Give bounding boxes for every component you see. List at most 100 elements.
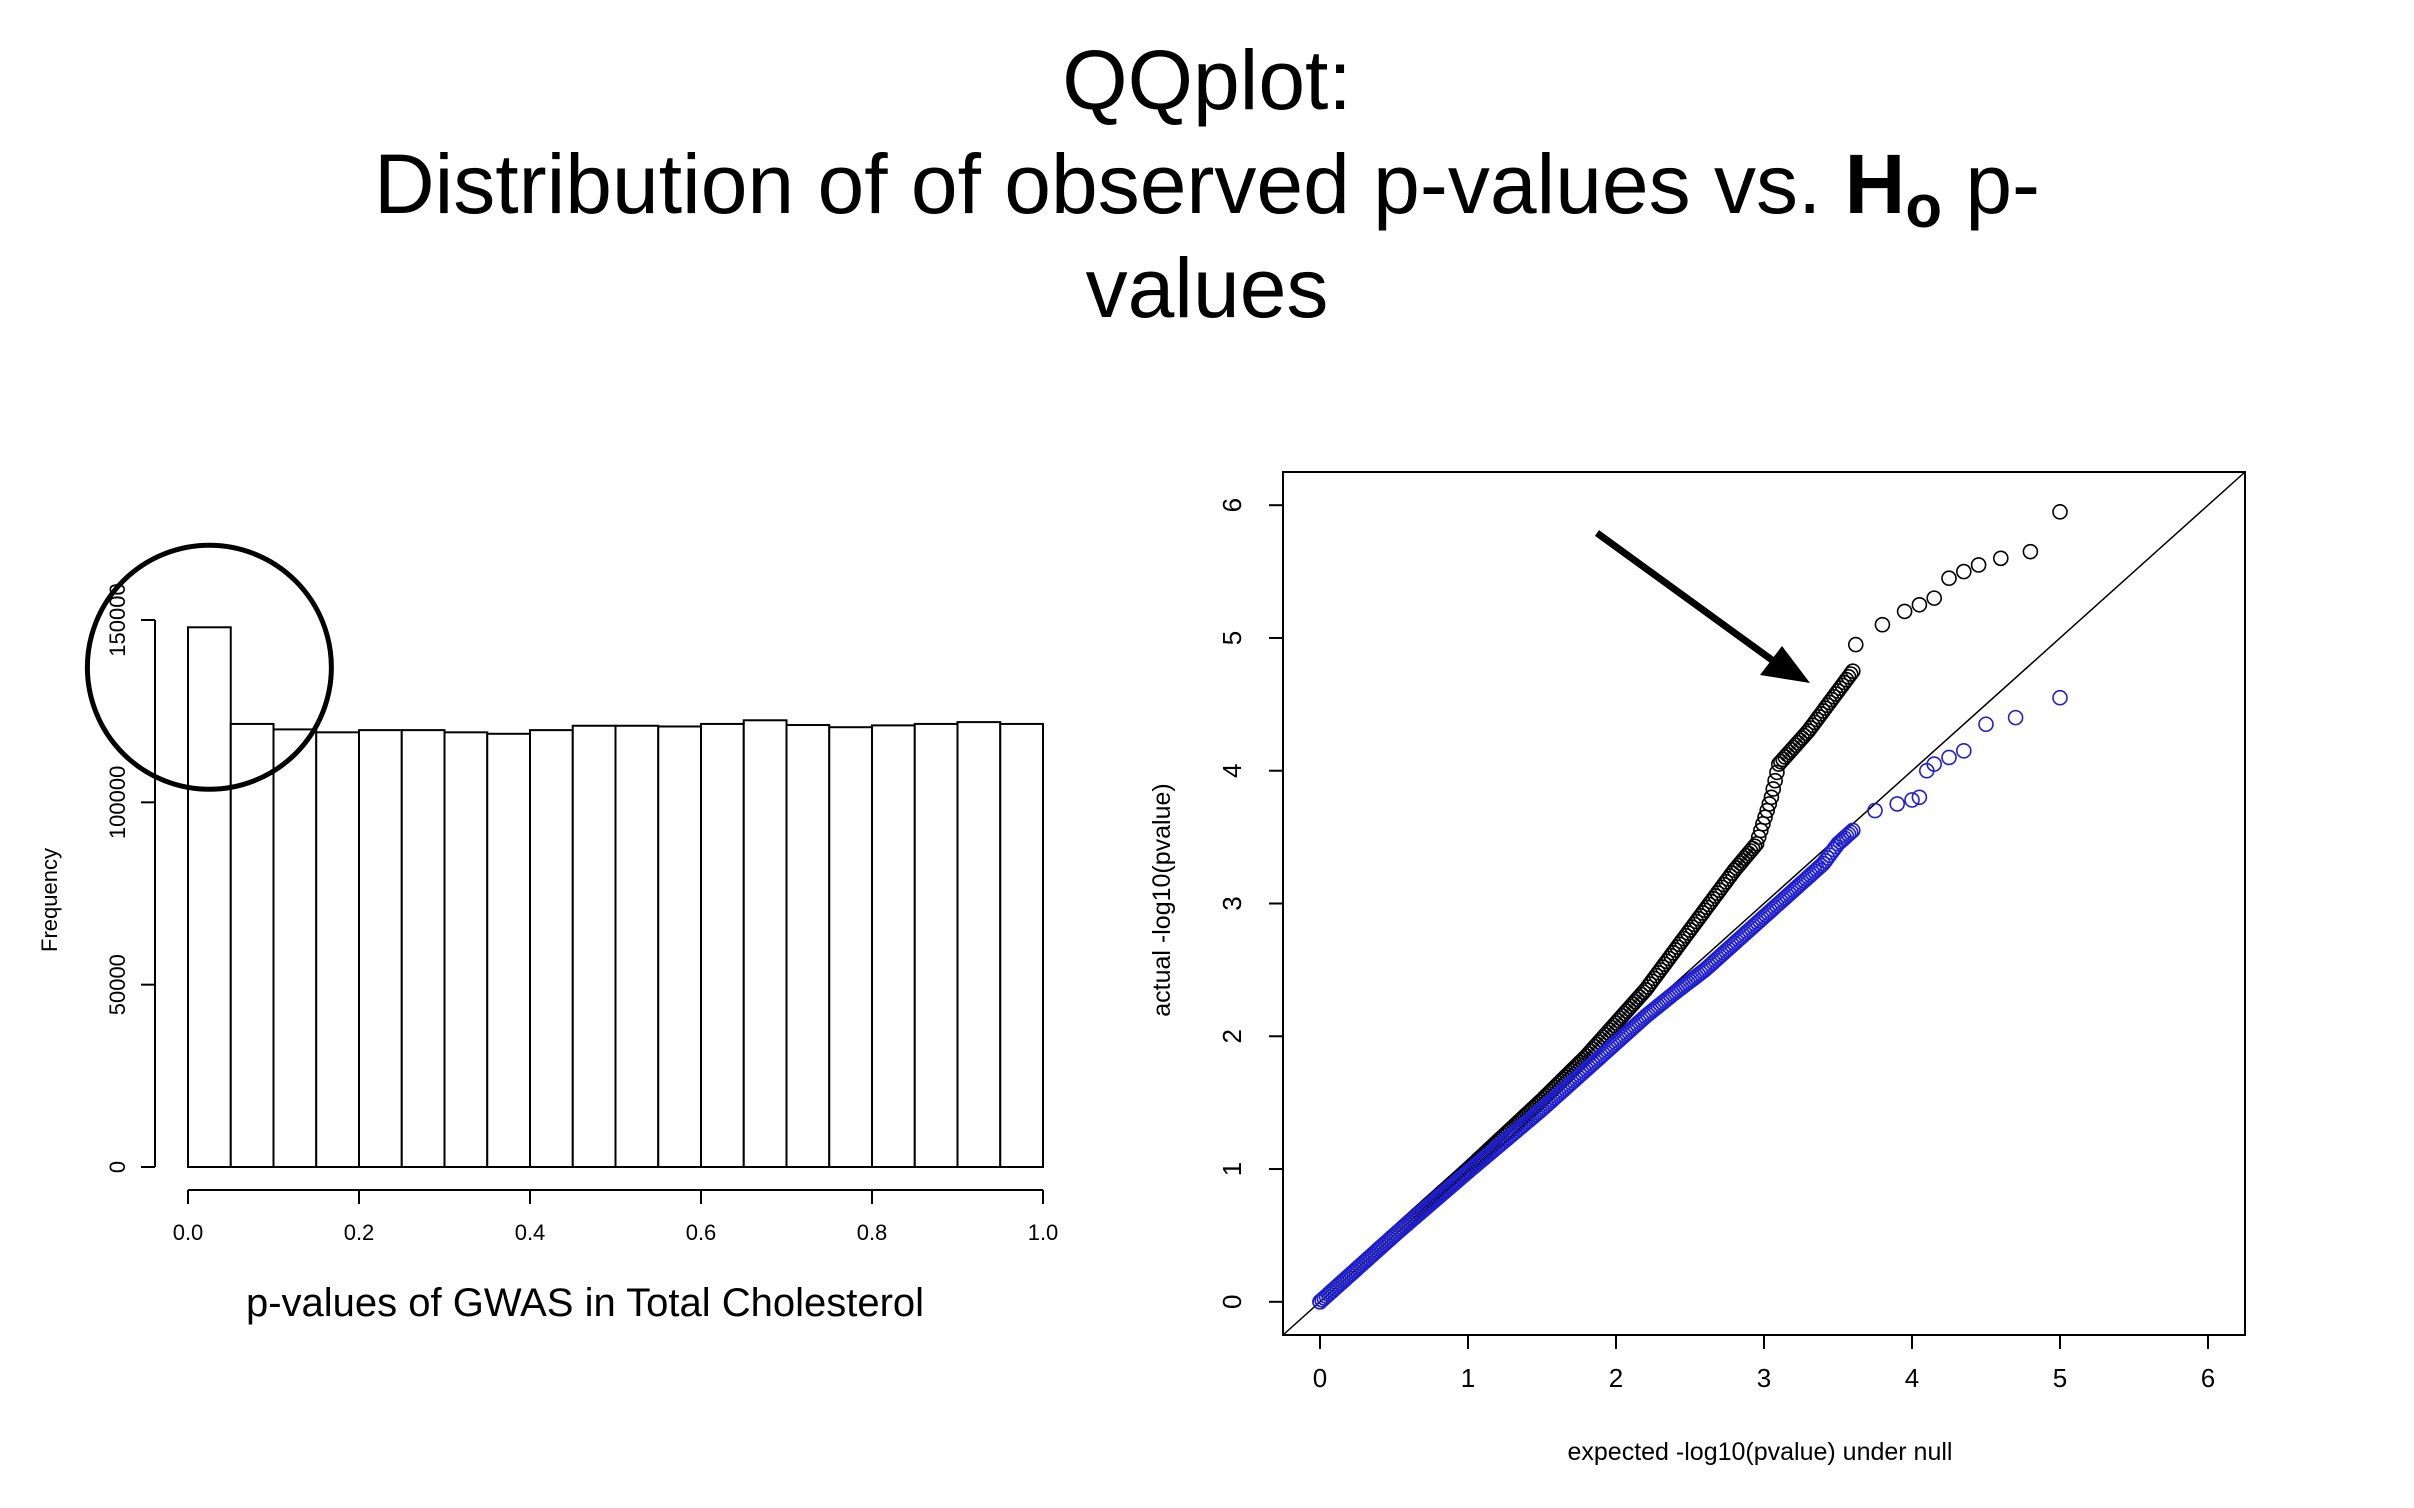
histogram-bar — [229, 722, 275, 1168]
qq-point — [1941, 749, 1957, 766]
title-line-2-suffix: p- — [1942, 137, 2041, 231]
qq-x-tick-label: 6 — [2201, 1363, 2215, 1393]
qq-x-tick-label: 1 — [1461, 1363, 1475, 1393]
histogram-bar — [529, 729, 574, 1168]
title-line-1: QQplot: — [1062, 33, 1352, 127]
histogram-x-ticks: 0.0 0.2 0.4 0.6 0.8 1.0 — [173, 1190, 1059, 1245]
histogram-x-tick-label: 0.8 — [857, 1220, 888, 1245]
histogram-x-tick-label: 0.6 — [686, 1220, 717, 1245]
annotation-circle — [84, 542, 334, 792]
histogram-bar — [700, 722, 745, 1168]
qq-y-tick-label: 0 — [1217, 1295, 1247, 1309]
histogram-bar — [443, 731, 489, 1168]
qq-point — [2052, 504, 2068, 520]
qq-plot-chart: 0 1 2 3 4 5 6 0 1 2 3 4 5 6 expected -log10(pvalue) … — [1148, 471, 2246, 1466]
qq-point — [1746, 838, 1763, 854]
qq-point — [1956, 563, 1972, 580]
qq-y-tick-label: 2 — [1217, 1029, 1247, 1043]
qq-y-tick-label: 5 — [1217, 631, 1247, 645]
histogram-y-tick-label: 100000 — [105, 766, 130, 839]
histogram-y-tick-label: 50000 — [105, 954, 130, 1015]
histogram-bar — [272, 728, 318, 1169]
qq-x-tick-label: 2 — [1609, 1363, 1623, 1393]
qq-y-tick-label: 1 — [1217, 1162, 1247, 1176]
histogram-y-tick-label: 0 — [105, 1161, 130, 1173]
histogram-x-tick-label: 0.4 — [515, 1220, 546, 1245]
qq-y-tick-label: 4 — [1217, 763, 1247, 777]
qq-points — [1312, 504, 2068, 1310]
histogram-bar — [913, 722, 959, 1168]
qq-point — [2007, 709, 2024, 726]
title-h0-subscript: o — [1905, 173, 1942, 240]
qq-series-1 — [1312, 504, 2068, 1310]
qq-x-tick-label: 0 — [1313, 1363, 1327, 1393]
histogram-bar — [956, 721, 1002, 1169]
annotation-arrow — [1594, 530, 1810, 683]
qq-point — [1761, 796, 1778, 812]
histogram-x-label: p-values of GWAS in Total Cholesterol — [246, 1281, 924, 1325]
qq-point — [1842, 666, 1859, 682]
qq-y-tick-label: 6 — [1217, 498, 1247, 512]
arrow-head — [1760, 646, 1810, 683]
qq-y-tick-label: 3 — [1217, 896, 1247, 910]
qq-point — [1970, 557, 1987, 573]
qq-point — [1767, 772, 1783, 789]
qq-x-tick-label: 4 — [1905, 1363, 1919, 1393]
qq-point — [2052, 689, 2068, 706]
qq-x-tick-label: 3 — [1757, 1363, 1771, 1393]
qq-point — [1926, 756, 1942, 772]
title-line-2: Distribution of of observed p-values vs.… — [0, 132, 2414, 237]
histogram-bar — [999, 722, 1044, 1168]
title-line-3: values — [1085, 241, 1329, 335]
qq-point — [1845, 663, 1861, 679]
qq-point — [1763, 789, 1780, 806]
qq-point — [1896, 603, 1913, 620]
histogram-bar — [657, 725, 702, 1168]
qq-point — [1840, 826, 1857, 843]
qq-series-2 — [1312, 689, 2068, 1310]
qq-point — [1993, 550, 2009, 567]
histogram-bar — [785, 724, 831, 1168]
slide-title: QQplot: Distribution of of observed p-va… — [0, 28, 2414, 340]
histogram-bar — [614, 724, 660, 1169]
qq-point — [1867, 802, 1883, 819]
qq-x-tick-label: 5 — [2053, 1363, 2067, 1393]
qq-point — [1911, 789, 1928, 806]
arrow-shaft — [1594, 530, 1775, 663]
qq-point — [2022, 543, 2039, 560]
qq-x-ticks: 0 1 2 3 4 5 6 — [1313, 1335, 2215, 1393]
histogram-x-tick-label: 0.0 — [173, 1220, 204, 1245]
qq-point — [1765, 781, 1782, 797]
qq-point — [1845, 822, 1861, 839]
histogram-bar — [315, 731, 360, 1168]
histogram-bar — [486, 732, 531, 1168]
histogram-bar — [400, 729, 446, 1168]
histogram-bar — [742, 719, 788, 1168]
histogram-y-label: Frequency — [37, 848, 62, 952]
qq-point — [1904, 792, 1920, 808]
histogram-bar — [871, 724, 916, 1168]
histogram-bars — [187, 626, 1044, 1169]
histogram-bar — [358, 729, 403, 1168]
qq-y-ticks: 0 1 2 3 4 5 6 — [1217, 498, 1283, 1309]
qq-x-label: expected -log10(pvalue) under null — [1568, 1438, 1953, 1466]
qq-point — [1769, 764, 1785, 781]
qq-point — [1956, 743, 1972, 759]
histogram-bar — [571, 724, 617, 1169]
qq-point — [1926, 590, 1942, 606]
qq-point — [1874, 616, 1891, 633]
qq-y-label: actual -log10(pvalue) — [1148, 783, 1176, 1016]
qq-point — [1842, 824, 1859, 841]
qq-point — [1941, 570, 1957, 587]
histogram-x-tick-label: 1.0 — [1028, 1220, 1059, 1245]
title-h0: Ho — [1845, 137, 1942, 237]
histogram-bar — [187, 626, 232, 1168]
qq-point — [1889, 796, 1905, 812]
qq-point — [1911, 596, 1928, 613]
histogram-x-tick-label: 0.2 — [344, 1220, 375, 1245]
histogram-bar — [828, 726, 873, 1168]
qq-point — [1847, 636, 1864, 653]
